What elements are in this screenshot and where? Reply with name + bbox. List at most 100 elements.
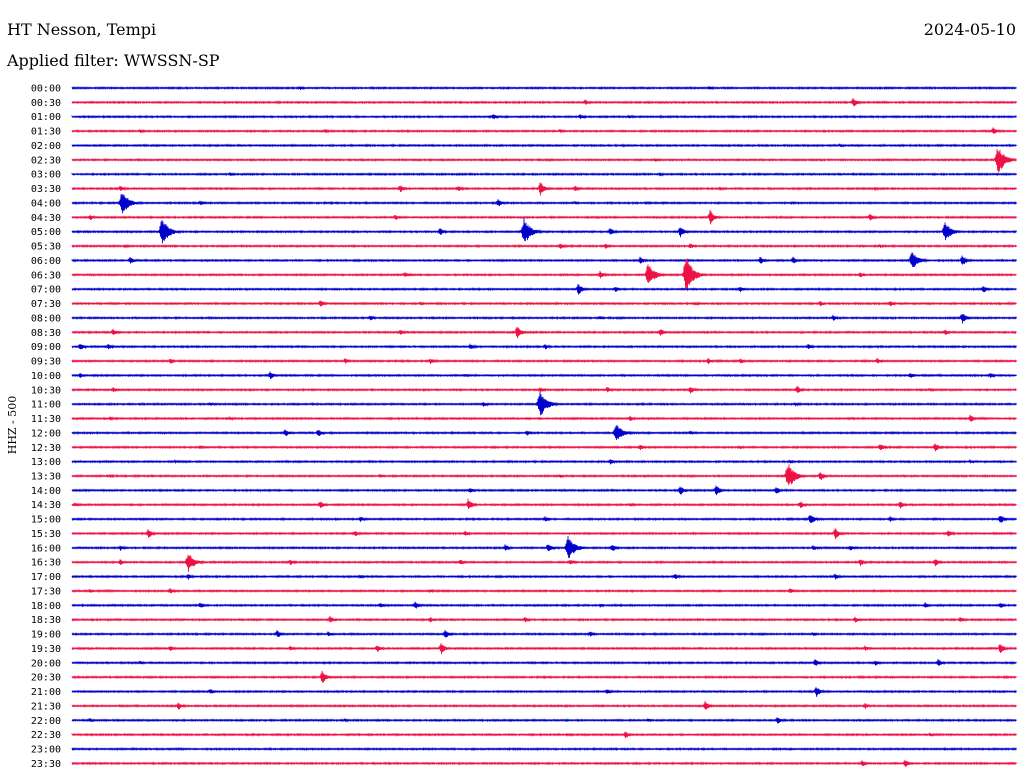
- time-tick-label: 22:00: [31, 716, 61, 727]
- time-tick-label: 07:30: [31, 299, 61, 310]
- trace-line: [71, 149, 1017, 173]
- trace-line: [71, 443, 1017, 452]
- time-tick-label: 01:30: [31, 127, 61, 138]
- trace-line: [71, 283, 1017, 295]
- time-tick-label: 15:30: [31, 529, 61, 540]
- time-tick-label: 21:30: [31, 701, 61, 712]
- time-tick-label: 02:30: [31, 155, 61, 166]
- time-tick-label: 13:00: [31, 457, 61, 468]
- time-tick-label: 18:00: [31, 601, 61, 612]
- trace-line: [71, 731, 1017, 739]
- trace-line: [71, 424, 1017, 441]
- trace-line: [71, 746, 1017, 752]
- time-tick-label: 09:00: [31, 342, 61, 353]
- trace-line: [71, 459, 1017, 465]
- trace-line: [71, 385, 1017, 394]
- trace-line: [71, 588, 1017, 594]
- time-tick-label: 12:30: [31, 443, 61, 454]
- trace-line: [71, 414, 1017, 422]
- time-tick-label: 06:30: [31, 270, 61, 281]
- trace-line: [71, 243, 1017, 249]
- trace-line: [71, 717, 1017, 724]
- trace-rows: 00:00 00:30 01:00 01:30 02:00 02:30 03:00 03:30…: [31, 84, 1017, 770]
- time-tick-label: 04:30: [31, 213, 61, 224]
- trace-line: [71, 171, 1017, 177]
- trace-line: [71, 687, 1017, 697]
- trace-line: [71, 358, 1017, 365]
- trace-line: [71, 615, 1017, 623]
- time-tick-label: 12:00: [31, 428, 61, 439]
- time-tick-label: 21:00: [31, 687, 61, 698]
- time-tick-label: 14:30: [31, 500, 61, 511]
- trace-line: [71, 535, 1017, 558]
- time-tick-label: 00:00: [31, 84, 61, 95]
- time-tick-label: 10:00: [31, 371, 61, 382]
- trace-line: [71, 98, 1017, 107]
- filter-label: Applied filter: WWSSN-SP: [7, 51, 220, 70]
- trace-line: [71, 601, 1017, 609]
- time-tick-label: 01:00: [31, 112, 61, 123]
- trace-line: [71, 326, 1017, 339]
- trace-line: [71, 300, 1017, 307]
- time-tick-label: 07:00: [31, 285, 61, 296]
- time-tick-label: 11:30: [31, 414, 61, 425]
- time-tick-label: 16:00: [31, 543, 61, 554]
- time-tick-label: 05:30: [31, 242, 61, 253]
- trace-line: [71, 658, 1017, 666]
- time-tick-label: 04:00: [31, 198, 61, 209]
- trace-line: [71, 670, 1017, 683]
- time-tick-label: 23:30: [31, 759, 61, 770]
- time-tick-label: 09:30: [31, 357, 61, 368]
- trace-line: [71, 642, 1017, 655]
- time-tick-label: 08:00: [31, 313, 61, 324]
- trace-line: [71, 630, 1017, 638]
- time-tick-label: 00:30: [31, 98, 61, 109]
- time-tick-label: 15:00: [31, 515, 61, 526]
- trace-line: [71, 209, 1017, 225]
- time-tick-label: 03:30: [31, 184, 61, 195]
- time-tick-label: 19:30: [31, 644, 61, 655]
- time-tick-label: 05:00: [31, 227, 61, 238]
- trace-line: [71, 314, 1017, 324]
- time-tick-label: 11:00: [31, 400, 61, 411]
- trace-line: [71, 554, 1017, 573]
- trace-line: [71, 85, 1017, 91]
- trace-line: [71, 258, 1017, 292]
- trace-line: [71, 194, 1017, 214]
- time-tick-label: 14:00: [31, 486, 61, 497]
- trace-line: [71, 701, 1017, 710]
- time-tick-label: 08:30: [31, 328, 61, 339]
- time-tick-label: 20:00: [31, 658, 61, 669]
- time-tick-label: 06:00: [31, 256, 61, 267]
- trace-line: [71, 528, 1017, 540]
- time-tick-label: 19:00: [31, 630, 61, 641]
- station-title: HT Nesson, Tempi: [7, 20, 157, 39]
- trace-line: [71, 759, 1017, 767]
- date-label: 2024-05-10: [923, 20, 1016, 39]
- time-tick-label: 17:00: [31, 572, 61, 583]
- trace-line: [71, 143, 1017, 149]
- trace-line: [71, 114, 1017, 120]
- time-tick-label: 23:00: [31, 745, 61, 756]
- time-tick-label: 13:30: [31, 471, 61, 482]
- time-tick-label: 16:30: [31, 558, 61, 569]
- time-tick-label: 17:30: [31, 586, 61, 597]
- y-axis-label: HHZ - 500: [6, 396, 19, 455]
- trace-line: [71, 464, 1017, 486]
- trace-line: [71, 217, 1017, 244]
- trace-line: [71, 127, 1017, 134]
- time-tick-label: 20:30: [31, 673, 61, 684]
- trace-line: [71, 182, 1017, 196]
- time-tick-label: 18:30: [31, 615, 61, 626]
- trace-line: [71, 371, 1017, 379]
- time-tick-label: 10:30: [31, 385, 61, 396]
- trace-line: [71, 514, 1017, 523]
- time-tick-label: 22:30: [31, 730, 61, 741]
- trace-line: [71, 573, 1017, 580]
- trace-line: [71, 343, 1017, 350]
- trace-line: [71, 485, 1017, 496]
- trace-line: [71, 392, 1017, 416]
- time-tick-label: 02:00: [31, 141, 61, 152]
- trace-line: [71, 252, 1017, 267]
